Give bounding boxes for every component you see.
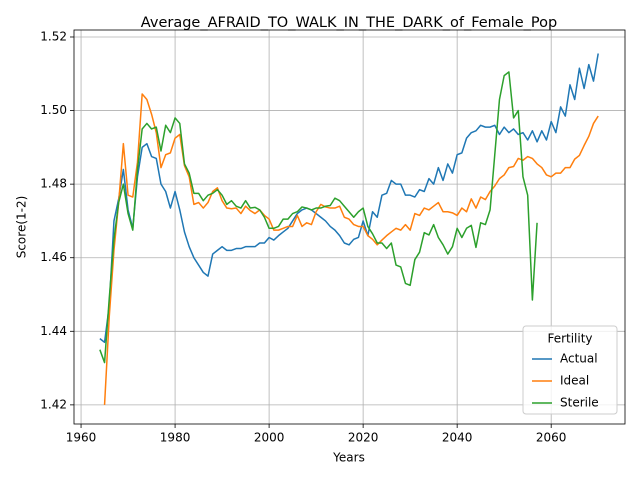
- y-tick-label: 1.42: [40, 397, 67, 411]
- x-tick-label: 2040: [442, 431, 473, 445]
- y-tick-label: 1.44: [40, 324, 67, 338]
- data-line: [99, 53, 599, 344]
- x-tick-label: 2000: [254, 431, 285, 445]
- legend-label: Ideal: [560, 374, 589, 388]
- x-tick-label: 2060: [536, 431, 567, 445]
- x-tick-label: 1960: [66, 431, 97, 445]
- y-tick-label: 1.46: [40, 250, 67, 264]
- y-axis-label: Score(1-2): [15, 196, 29, 259]
- y-tick-label: 1.50: [40, 103, 67, 117]
- legend-label: Sterile: [560, 396, 599, 410]
- x-tick-label: 1980: [160, 431, 191, 445]
- y-tick-label: 1.52: [40, 29, 67, 43]
- data-line: [103, 93, 599, 405]
- legend-box: [522, 325, 618, 415]
- x-axis-label: Years: [332, 451, 365, 465]
- plot-frame: [73, 29, 626, 425]
- x-tick-label: 2020: [348, 431, 379, 445]
- chart-title: Average_AFRAID_TO_WALK_IN_THE_DARK_of_Fe…: [141, 15, 557, 31]
- data-line: [99, 71, 538, 364]
- y-tick-label: 1.48: [40, 177, 67, 191]
- legend-label: Actual: [560, 352, 598, 366]
- legend-title: Fertility: [547, 332, 592, 346]
